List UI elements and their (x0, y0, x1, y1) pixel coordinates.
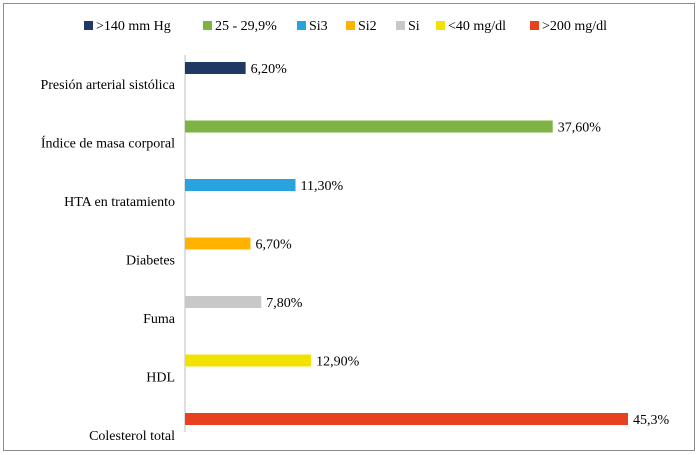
bar (185, 179, 296, 191)
legend-item: <40 mg/dl (436, 19, 506, 34)
legend-item: >140 mm Hg (84, 19, 171, 34)
chart-frame (3, 3, 695, 451)
bar (185, 296, 262, 308)
legend-item: 25 - 29,9% (203, 19, 277, 34)
bar (185, 237, 251, 250)
legend-swatch (203, 21, 212, 30)
legend-item: Si2 (346, 19, 377, 34)
legend-label: 25 - 29,9% (215, 19, 277, 34)
data-label: 6,70% (256, 238, 293, 253)
bar (185, 413, 628, 425)
legend-label: >140 mm Hg (96, 19, 171, 34)
legend-label: Si2 (358, 19, 377, 34)
legend-label: <40 mg/dl (448, 19, 506, 34)
category-label: HTA en tratamiento (64, 195, 175, 210)
legend-item: Si3 (297, 19, 328, 34)
data-label: 45,3% (633, 413, 670, 428)
data-label: 6,20% (251, 62, 288, 77)
category-label: Fuma (143, 312, 176, 327)
legend-swatch (436, 21, 445, 30)
legend-swatch (297, 21, 306, 30)
bar (185, 354, 312, 367)
category-label: Presión arterial sistólica (40, 78, 175, 93)
legend-label: Si3 (309, 19, 328, 34)
legend-swatch (346, 21, 355, 30)
data-label: 12,90% (316, 355, 360, 370)
category-label: Diabetes (126, 254, 175, 269)
legend-label: Si (408, 19, 420, 34)
data-label: 11,30% (301, 179, 344, 194)
data-label: 7,80% (266, 296, 303, 311)
bar (185, 120, 553, 133)
bar (185, 62, 246, 74)
legend-swatch (530, 21, 539, 30)
legend-item: >200 mg/dl (530, 19, 607, 34)
legend-swatch (84, 21, 93, 30)
legend-label: >200 mg/dl (542, 19, 607, 34)
category-label: Índice de masa corporal (41, 135, 175, 152)
legend-swatch (396, 21, 405, 30)
category-label: HDL (146, 371, 175, 386)
legend-item: Si (396, 19, 420, 34)
data-label: 37,60% (558, 121, 602, 136)
category-label: Colesterol total (89, 429, 175, 444)
